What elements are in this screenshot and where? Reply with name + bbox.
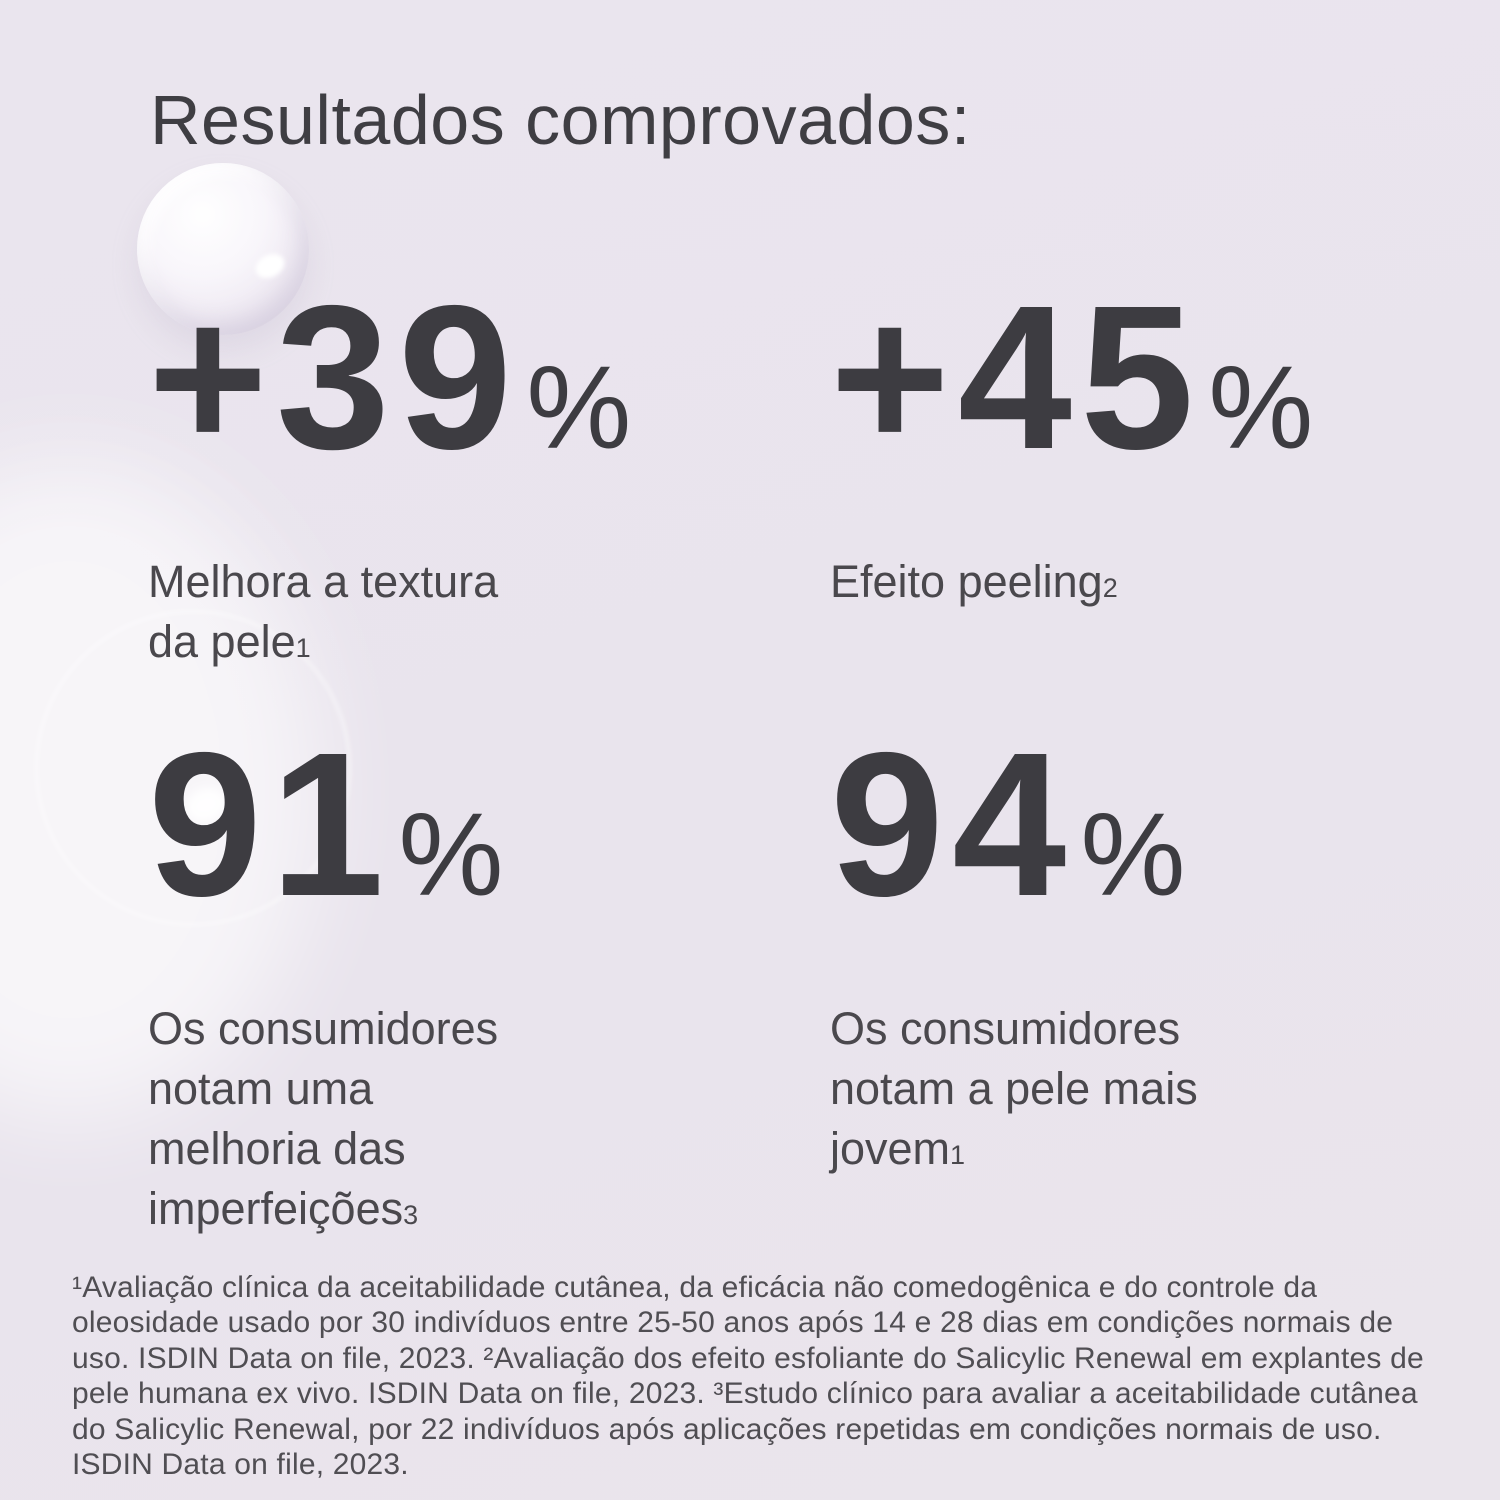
- page-title: Resultados comprovados:: [150, 81, 971, 159]
- stat-block-texture: +39% Melhora a textura da pele1: [148, 275, 708, 672]
- stat-number: 94: [830, 710, 1075, 939]
- stat-value: 91%: [148, 722, 708, 971]
- stat-number: +39: [148, 263, 521, 492]
- stat-value: 94%: [830, 722, 1390, 971]
- stat-block-younger-skin: 94% Os consumidores notam a pele mais jo…: [830, 722, 1390, 1179]
- stat-value: +39%: [148, 275, 708, 524]
- stat-label: Os consumidores notam a pele mais jovem1: [830, 1003, 1198, 1174]
- stat-block-peeling: +45% Efeito peeling2: [830, 275, 1390, 612]
- stat-label: Melhora a textura da pele1: [148, 556, 499, 667]
- footnote-ref: 3: [403, 1199, 419, 1230]
- stat-value: +45%: [830, 275, 1390, 524]
- stat-label: Os consumidores notam uma melhoria das i…: [148, 1003, 499, 1234]
- percent-sign: %: [1080, 789, 1186, 921]
- bubble-ring-decoration: [35, 610, 351, 926]
- stat-number: 91: [148, 710, 393, 939]
- footnote-text: ¹Avaliação clínica da aceitabilidade cut…: [72, 1271, 1424, 1481]
- stat-label: Efeito peeling2: [830, 556, 1118, 607]
- percent-sign: %: [526, 342, 632, 474]
- gel-bubble-decoration: [137, 163, 309, 335]
- percent-sign: %: [1208, 342, 1314, 474]
- footnote-ref: 1: [295, 632, 311, 663]
- stat-block-imperfections: 91% Os consumidores notam uma melhoria d…: [148, 722, 708, 1238]
- stat-number: +45: [830, 263, 1203, 492]
- footnote-ref: 2: [1102, 573, 1118, 603]
- percent-sign: %: [398, 789, 504, 921]
- footnote-ref: 1: [950, 1139, 966, 1170]
